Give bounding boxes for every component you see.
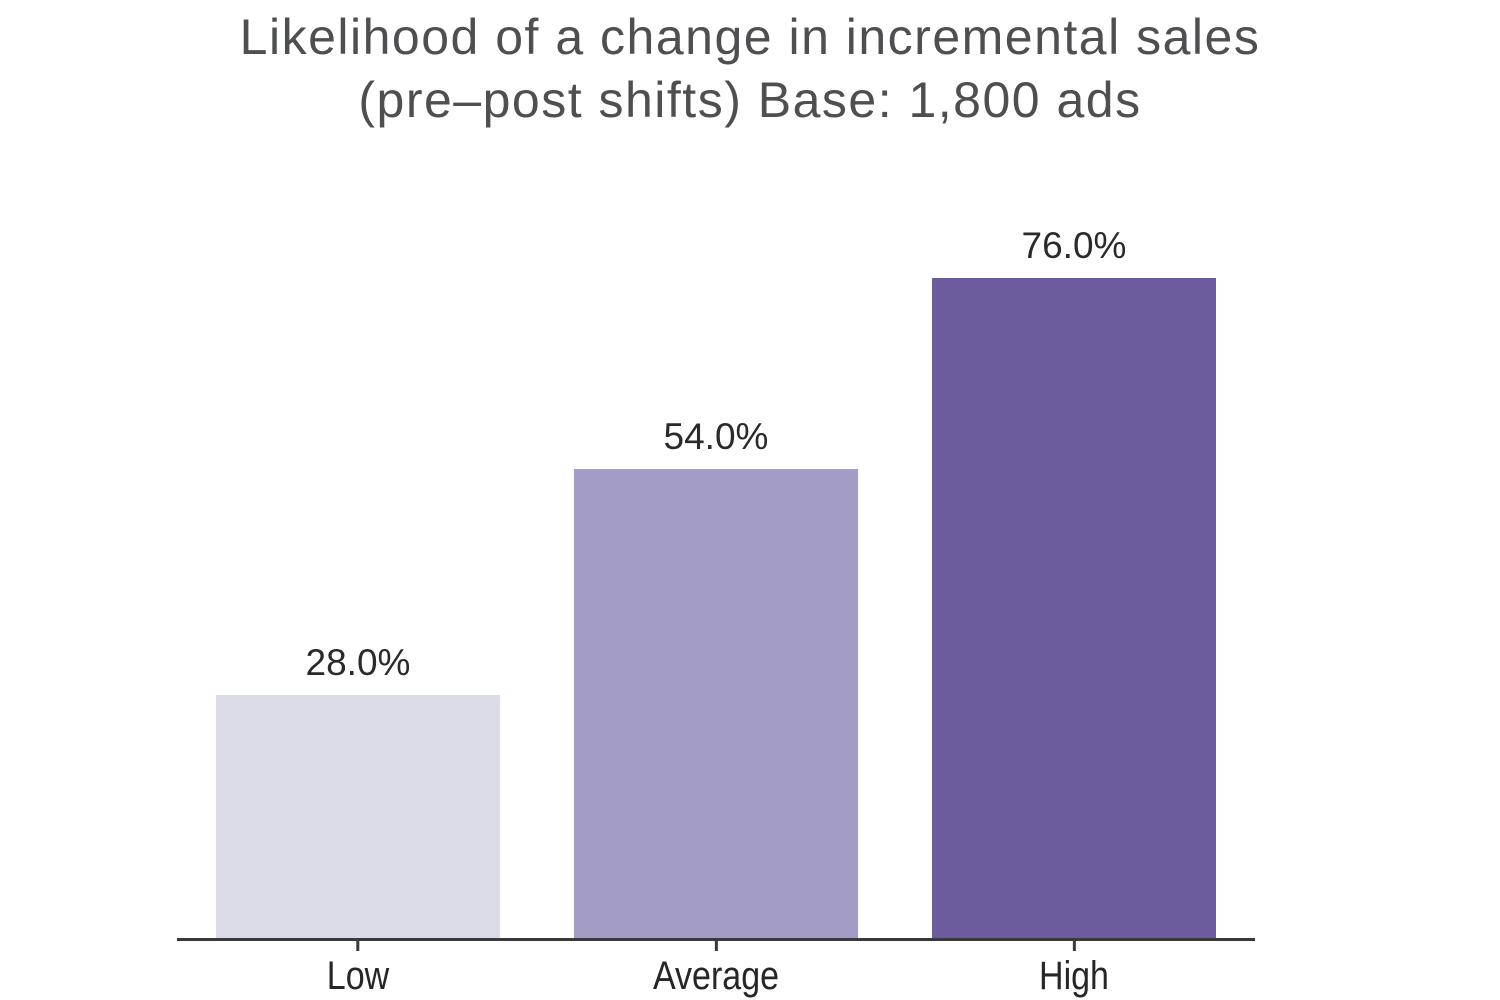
bar-high xyxy=(932,277,1216,939)
bar-value-label: 76.0% xyxy=(1021,224,1127,266)
bar-value-label: 54.0% xyxy=(663,416,769,458)
x-tick-label-text: High xyxy=(1039,954,1109,998)
chart-title: Likelihood of a change in incremental sa… xyxy=(0,6,1500,132)
x-tick-mark xyxy=(356,941,360,951)
bar-group-high: 76.0% xyxy=(932,225,1216,939)
x-axis-ticks: Low Average High xyxy=(177,941,1255,1000)
x-tick-group-high: High xyxy=(1033,941,1115,999)
x-tick-label-text: Low xyxy=(326,954,390,998)
chart-title-line1: Likelihood of a change in incremental sa… xyxy=(239,9,1261,65)
x-tick-label-low: Low xyxy=(321,954,394,999)
bar-group-average: 54.0% xyxy=(574,416,858,939)
x-tick-mark xyxy=(714,941,718,951)
bar-group-low: 28.0% xyxy=(216,642,500,939)
x-tick-group-average: Average xyxy=(642,941,790,999)
x-tick-label-text: Average xyxy=(652,954,780,998)
x-tick-mark xyxy=(1072,941,1076,951)
bar-value-label: 28.0% xyxy=(305,642,411,684)
bar-average xyxy=(574,469,858,939)
chart-title-line2: (pre–post shifts) Base: 1,800 ads xyxy=(358,72,1142,128)
x-tick-label-average: Average xyxy=(642,954,790,999)
x-tick-label-high: High xyxy=(1033,954,1115,999)
bar-low xyxy=(216,695,500,939)
plot-area: 28.0% 54.0% 76.0% xyxy=(177,0,1255,941)
x-tick-group-low: Low xyxy=(321,941,394,999)
x-axis-line xyxy=(177,938,1255,941)
